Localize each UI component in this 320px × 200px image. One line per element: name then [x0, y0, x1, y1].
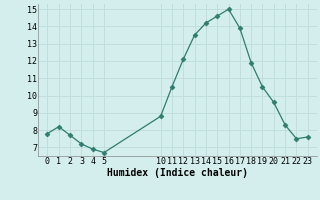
X-axis label: Humidex (Indice chaleur): Humidex (Indice chaleur)	[107, 168, 248, 178]
